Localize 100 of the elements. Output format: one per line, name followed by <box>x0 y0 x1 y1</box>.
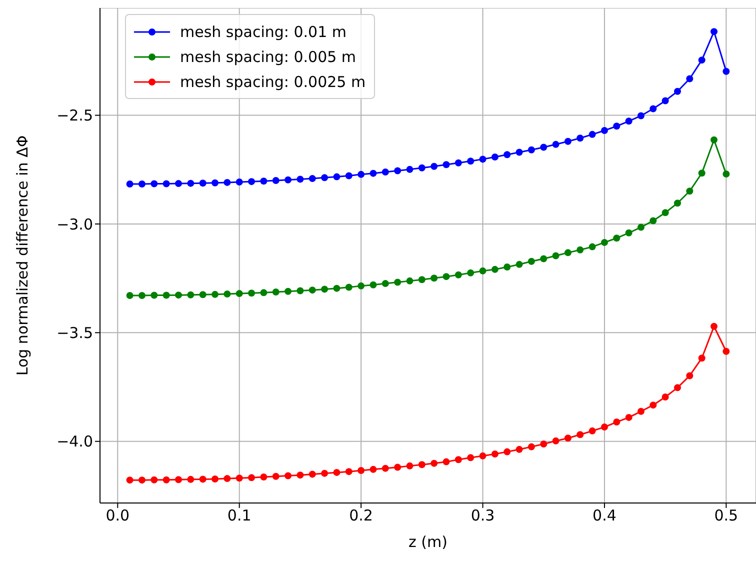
x-tick-label: 0.3 <box>470 506 495 525</box>
point <box>199 291 206 298</box>
point <box>454 271 462 278</box>
point <box>454 159 462 166</box>
point <box>236 474 243 482</box>
point <box>588 243 596 250</box>
point <box>662 209 669 216</box>
point <box>540 255 548 262</box>
point <box>321 470 328 477</box>
point <box>479 156 486 163</box>
point <box>722 170 730 178</box>
point <box>150 476 158 484</box>
point <box>491 154 498 161</box>
point <box>588 130 596 138</box>
point <box>296 472 304 479</box>
point <box>540 144 548 151</box>
point <box>224 475 231 482</box>
point <box>406 166 414 173</box>
point <box>710 28 718 36</box>
point <box>576 431 584 438</box>
point <box>224 290 231 298</box>
point <box>260 474 268 481</box>
legend-label: mesh spacing: 0.0025 m <box>180 72 366 90</box>
point <box>540 440 548 448</box>
point <box>674 384 681 392</box>
x-tick-label: 0.2 <box>349 506 373 525</box>
point <box>150 292 158 299</box>
point <box>212 475 219 482</box>
point <box>358 467 365 474</box>
point <box>454 456 462 464</box>
point <box>467 454 474 462</box>
point <box>491 266 498 273</box>
y-tick-label: −4.0 <box>56 432 93 451</box>
point <box>260 178 268 185</box>
point <box>442 161 450 168</box>
point <box>504 151 511 158</box>
point <box>625 118 632 125</box>
point <box>333 284 340 292</box>
point <box>467 158 474 165</box>
point <box>236 178 243 186</box>
point <box>637 112 644 120</box>
point <box>138 476 146 484</box>
point <box>358 170 365 178</box>
point <box>650 402 657 409</box>
point <box>272 472 280 480</box>
point <box>552 252 560 260</box>
point <box>710 322 718 330</box>
point <box>674 200 681 207</box>
point <box>284 472 292 480</box>
point <box>382 168 389 176</box>
point <box>345 172 352 180</box>
point <box>358 282 365 290</box>
point <box>479 452 486 460</box>
point <box>430 274 438 282</box>
x-axis-title: z (m) <box>408 533 448 551</box>
point <box>162 476 170 484</box>
point <box>710 136 718 144</box>
point <box>296 176 304 183</box>
point <box>345 284 352 291</box>
point <box>308 286 316 294</box>
y-tick-label: −2.5 <box>56 106 93 125</box>
point <box>370 170 377 177</box>
point <box>430 460 438 467</box>
point <box>442 458 450 466</box>
point <box>516 446 523 453</box>
point <box>212 179 219 186</box>
legend-label: mesh spacing: 0.005 m <box>180 48 356 66</box>
point <box>576 134 584 142</box>
point <box>528 146 535 154</box>
point <box>272 177 280 184</box>
point <box>637 224 644 231</box>
point <box>284 288 292 295</box>
point <box>418 461 426 468</box>
y-tick-label: −3.5 <box>56 324 93 342</box>
point <box>674 88 681 95</box>
point <box>406 462 414 470</box>
y-axis-title: Log normalized difference in ΔΦ <box>13 135 32 376</box>
point <box>345 468 352 476</box>
x-tick-label: 0.4 <box>592 506 616 525</box>
point <box>722 68 730 75</box>
point <box>528 258 535 265</box>
point <box>467 269 474 276</box>
point <box>248 474 256 482</box>
point <box>394 167 402 174</box>
point <box>308 175 316 182</box>
point <box>564 434 572 442</box>
point <box>187 180 194 187</box>
point <box>600 238 608 246</box>
point <box>272 288 280 296</box>
point <box>187 476 194 483</box>
point <box>212 290 219 298</box>
point <box>138 180 146 188</box>
point <box>430 162 438 170</box>
point <box>516 260 523 268</box>
point <box>175 476 182 484</box>
point <box>588 427 596 434</box>
point <box>516 148 523 156</box>
point <box>564 249 572 256</box>
point <box>600 127 608 134</box>
point <box>175 180 182 188</box>
